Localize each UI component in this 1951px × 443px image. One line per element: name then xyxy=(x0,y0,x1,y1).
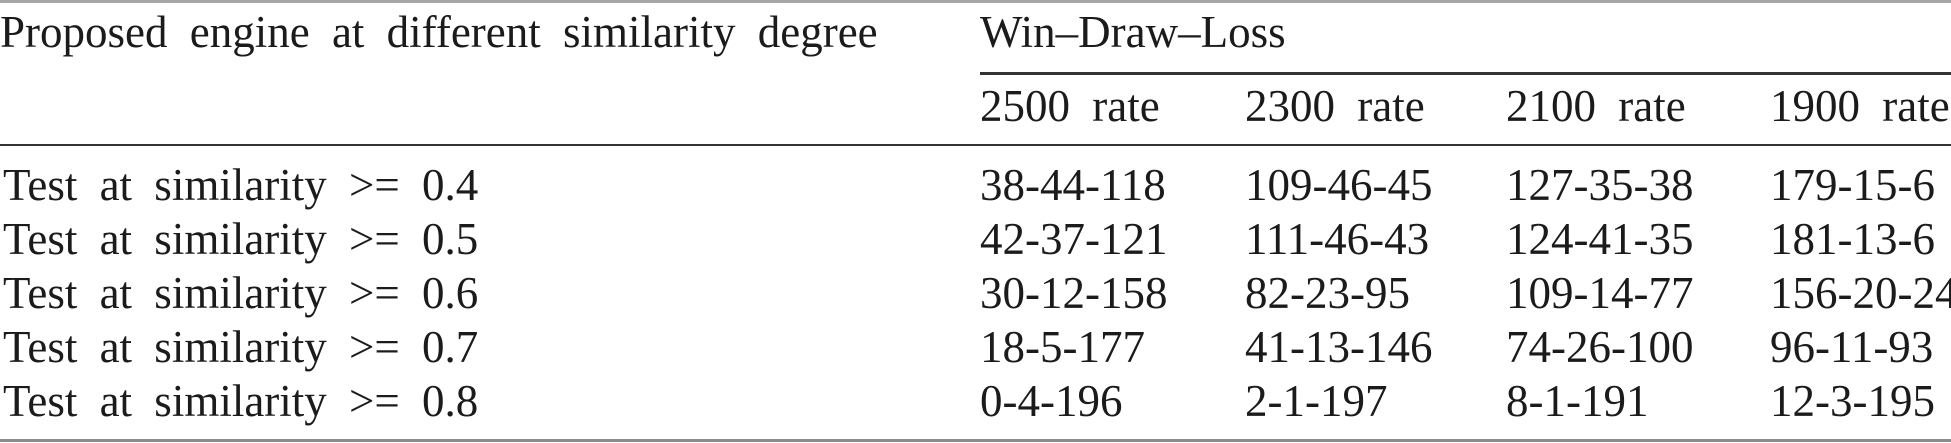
rate-column-header-2300: 2300 rate xyxy=(1245,73,1506,146)
table-row: Test at similarity >= 0.7 18-5-177 41-13… xyxy=(0,321,1951,375)
score-cell: 38-44-118 xyxy=(980,160,1166,210)
win-draw-loss-group-header: Win–Draw–Loss xyxy=(980,1,1951,75)
group-header-row: Proposed engine at different similarity … xyxy=(0,1,1951,75)
rate-column-header-2500: 2500 rate xyxy=(980,73,1245,146)
row-label: Test at similarity >= 0.4 xyxy=(3,160,479,210)
table-row: Test at similarity >= 0.6 30-12-158 82-2… xyxy=(0,267,1951,321)
score-cell: 111-46-43 xyxy=(1245,214,1430,264)
score-cell: 42-37-121 xyxy=(980,214,1168,264)
table-row: Test at similarity >= 0.4 38-44-118 109-… xyxy=(0,145,1951,213)
score-cell: 124-41-35 xyxy=(1506,214,1694,264)
score-cell: 8-1-191 xyxy=(1506,376,1649,426)
empty-header-cell xyxy=(0,73,980,146)
score-cell: 41-13-146 xyxy=(1245,322,1433,372)
row-label: Test at similarity >= 0.6 xyxy=(3,268,479,318)
score-cell: 109-14-77 xyxy=(1506,268,1694,318)
table-row: Test at similarity >= 0.5 42-37-121 111-… xyxy=(0,213,1951,267)
score-cell: 179-15-6 xyxy=(1770,160,1935,210)
table-header: Proposed engine at different similarity … xyxy=(0,1,1951,146)
rate-column-header-2100: 2100 rate xyxy=(1506,73,1770,146)
row-label: Test at similarity >= 0.8 xyxy=(3,376,479,426)
row-label: Test at similarity >= 0.5 xyxy=(3,214,479,264)
table-body: Test at similarity >= 0.4 38-44-118 109-… xyxy=(0,145,1951,441)
score-cell: 109-46-45 xyxy=(1245,160,1433,210)
score-cell: 18-5-177 xyxy=(980,322,1145,372)
score-cell: 156-20-24 xyxy=(1770,268,1951,318)
score-cell: 12-3-195 xyxy=(1770,376,1935,426)
score-cell: 82-23-95 xyxy=(1245,268,1410,318)
score-cell: 74-26-100 xyxy=(1506,322,1694,372)
rate-header-row: 2500 rate 2300 rate 2100 rate 1900 rate xyxy=(0,73,1951,146)
score-cell: 96-11-93 xyxy=(1770,322,1934,372)
score-cell: 127-35-38 xyxy=(1506,160,1694,210)
column-group-header-label: Proposed engine at different similarity … xyxy=(0,7,878,57)
rate-column-header-1900: 1900 rate xyxy=(1770,73,1951,146)
score-cell: 0-4-196 xyxy=(980,376,1123,426)
score-cell: 30-12-158 xyxy=(980,268,1168,318)
score-cell: 2-1-197 xyxy=(1245,376,1388,426)
table-row: Test at similarity >= 0.8 0-4-196 2-1-19… xyxy=(0,375,1951,441)
score-cell: 181-13-6 xyxy=(1770,214,1935,264)
row-label: Test at similarity >= 0.7 xyxy=(3,322,479,372)
